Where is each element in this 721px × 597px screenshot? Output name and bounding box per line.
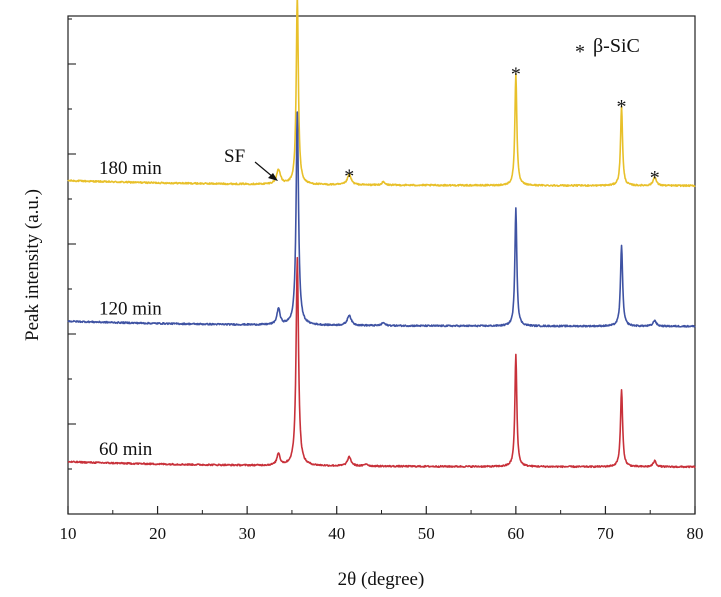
x-tick-label: 60 [507, 524, 524, 543]
series-label: 120 min [99, 298, 162, 319]
x-tick-label: 50 [418, 524, 435, 543]
peak-marker: * [292, 0, 302, 8]
peak-markers: * * * * * [292, 0, 659, 189]
y-axis-label: Peak intensity (a.u.) [22, 189, 43, 341]
series-label: 180 min [99, 158, 162, 179]
legend-symbol: * [575, 41, 585, 63]
series-label: 60 min [99, 439, 153, 460]
y-axis-ticks [68, 18, 76, 470]
peak-marker: * [650, 167, 660, 189]
peak-marker: * [511, 63, 521, 85]
plot-frame [67, 15, 696, 515]
series-labels: 180 min 120 min 60 min [99, 158, 162, 460]
peak-marker: * [617, 96, 627, 118]
series-line-180-min [67, 0, 696, 188]
sf-annotation: SF [224, 146, 278, 181]
x-tick-label: 30 [239, 524, 256, 543]
x-tick-label: 80 [687, 524, 704, 543]
legend-label: β-SiC [593, 35, 640, 57]
x-tick-label: 10 [60, 524, 77, 543]
x-axis-ticks [67, 506, 696, 514]
series-line-120-min [67, 111, 696, 328]
sf-arrow-head [268, 173, 278, 181]
x-axis-label: 2θ (degree) [338, 569, 425, 590]
series-line-60-min [67, 256, 696, 469]
x-axis-tick-labels: 10 20 30 40 50 60 70 80 [60, 524, 704, 543]
x-tick-label: 20 [149, 524, 166, 543]
x-tick-label: 70 [597, 524, 614, 543]
sf-annotation-label: SF [224, 146, 245, 167]
x-tick-label: 40 [328, 524, 345, 543]
sf-annotation-arrow [254, 161, 274, 178]
peak-marker: * [344, 165, 354, 187]
series-lines [67, 0, 696, 469]
legend: * β-SiC [575, 35, 640, 63]
